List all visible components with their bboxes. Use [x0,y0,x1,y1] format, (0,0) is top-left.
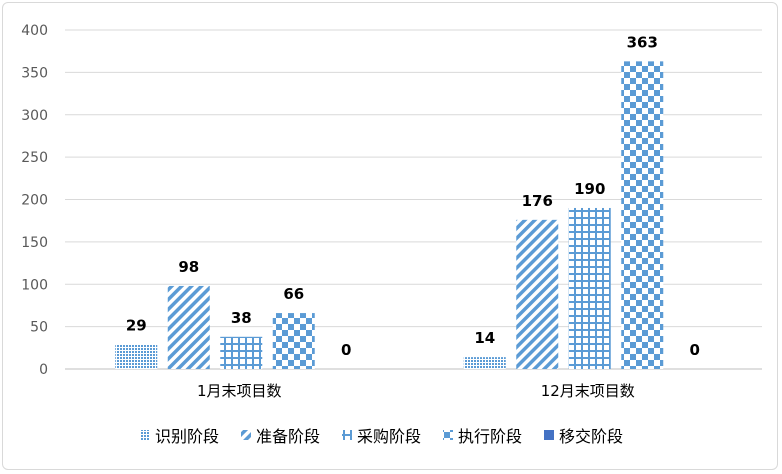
data-label: 66 [283,285,304,303]
y-tick-label: 300 [21,108,48,124]
y-tick-label: 100 [21,277,48,293]
legend-label: 执行阶段 [458,427,522,446]
bar [621,61,664,370]
chart-frame [2,2,778,470]
data-label: 29 [126,316,147,334]
legend-swatch [544,430,554,440]
data-label: 0 [341,341,351,359]
y-tick-label: 150 [21,235,48,251]
data-label: 38 [231,309,252,327]
legend-label: 准备阶段 [256,427,320,446]
y-tick-label: 250 [21,150,48,166]
legend-swatch [140,430,150,440]
y-tick-label: 400 [21,23,48,39]
data-label: 363 [627,33,658,51]
data-label: 176 [522,192,553,210]
bar [167,285,210,369]
x-tick-label: 1月末项目数 [197,382,282,400]
y-tick-label: 350 [21,65,48,81]
bar [115,344,158,369]
legend-swatch [241,430,251,440]
bar [463,357,506,369]
y-tick-label: 0 [39,362,48,378]
bar [516,219,559,369]
data-label: 0 [690,341,700,359]
y-tick-label: 50 [30,320,48,336]
y-tick-label: 200 [21,193,48,209]
data-label: 98 [178,258,199,276]
legend-swatch [342,430,352,440]
legend-label: 采购阶段 [357,427,421,446]
legend-label: 识别阶段 [155,427,219,446]
x-tick-label: 12月末项目数 [541,382,635,400]
bar [272,313,315,369]
legend-swatch [443,430,453,440]
data-label: 190 [574,180,605,198]
bar [220,336,263,369]
legend-label: 移交阶段 [559,427,623,446]
bar [568,207,611,369]
data-label: 14 [474,329,495,347]
